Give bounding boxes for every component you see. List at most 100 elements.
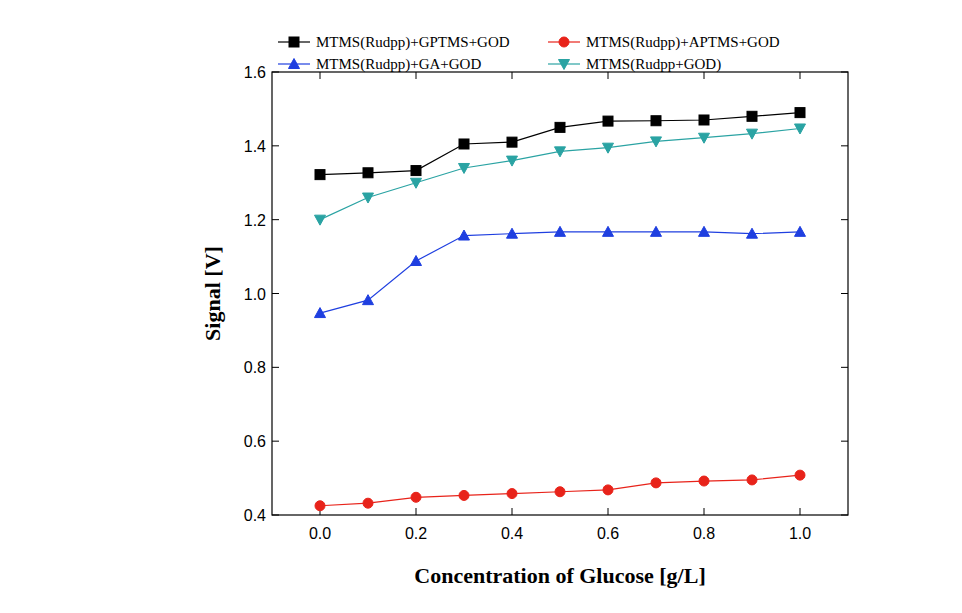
series-point	[795, 124, 806, 134]
x-tick-top	[608, 72, 609, 79]
series-line	[320, 113, 800, 175]
series-point	[699, 226, 710, 236]
series-point	[363, 193, 374, 203]
y-tick-label: 1.6	[244, 64, 266, 81]
y-tick	[272, 72, 279, 73]
x-tick	[608, 508, 609, 515]
chart: 0.4 0.6 0.8 1.0 1.2 1.4 1.6 0.0 0.2 0.4 0.6 0.8 1.0 C…	[0, 0, 962, 613]
x-tick-label: 0.0	[309, 525, 331, 542]
legend-label: MTMS(Rudpp)+GA+GOD	[316, 56, 481, 73]
series-point	[603, 143, 614, 153]
x-tick-label: 0.2	[405, 525, 427, 542]
y-tick-right	[841, 515, 848, 516]
y-tick-label: 1.0	[244, 286, 266, 303]
series-point	[555, 147, 566, 157]
series-line	[320, 128, 800, 219]
series-point	[363, 295, 374, 305]
x-tick	[416, 508, 417, 515]
series-point	[507, 156, 518, 166]
series-point	[555, 226, 566, 236]
series-point	[459, 230, 470, 240]
x-tick-top	[320, 72, 321, 79]
x-tick-label: 0.4	[501, 525, 523, 542]
y-tick-label: 0.8	[244, 359, 266, 376]
legend-marker	[559, 37, 569, 47]
x-tick	[704, 508, 705, 515]
y-tick-label: 1.4	[244, 138, 266, 155]
y-axis-label: Signal [V]	[200, 246, 225, 341]
series-point	[795, 470, 805, 480]
series-line	[320, 232, 800, 313]
series-point	[651, 137, 662, 147]
series-point	[651, 116, 661, 126]
plot-frame	[272, 72, 848, 515]
series-point	[507, 228, 518, 238]
series-point	[747, 129, 758, 139]
legend-marker	[289, 37, 299, 47]
series-point	[315, 170, 325, 180]
series-point	[459, 490, 469, 500]
y-tick-right	[841, 441, 848, 442]
y-tick-right	[841, 72, 848, 73]
plot-area	[315, 108, 806, 511]
x-tick	[512, 508, 513, 515]
series-point	[411, 178, 422, 188]
series-point	[411, 256, 422, 266]
series-point	[603, 226, 614, 236]
legend-label: MTMS(Rudpp)+APTMS+GOD	[586, 34, 780, 51]
series-point	[699, 133, 710, 143]
series-point	[795, 226, 806, 236]
series-point	[315, 215, 326, 225]
y-tick	[272, 145, 279, 146]
x-tick-top	[704, 72, 705, 79]
series-point	[603, 116, 613, 126]
series-point	[315, 308, 326, 318]
y-tick-right	[841, 145, 848, 146]
y-tick	[272, 441, 279, 442]
series-point	[411, 492, 421, 502]
legend-label: MTMS(Rudpp+GOD)	[586, 56, 721, 73]
x-tick-label: 0.6	[597, 525, 619, 542]
x-tick-label: 0.8	[693, 525, 715, 542]
legend-marker	[289, 59, 300, 69]
series-point	[315, 501, 325, 511]
series-point	[747, 228, 758, 238]
y-tick	[272, 293, 279, 294]
y-tick	[272, 515, 279, 516]
series-point	[651, 226, 662, 236]
series-point	[507, 137, 517, 147]
y-tick-right	[841, 367, 848, 368]
x-tick-top	[416, 72, 417, 79]
y-tick-label: 1.2	[244, 212, 266, 229]
series-point	[699, 476, 709, 486]
series-line	[320, 475, 800, 506]
x-tick-label: 1.0	[789, 525, 811, 542]
y-tick-label: 0.6	[244, 433, 266, 450]
y-tick-right	[841, 219, 848, 220]
series-point	[459, 139, 469, 149]
series-point	[363, 168, 373, 178]
legend-label: MTMS(Rudpp)+GPTMS+GOD	[316, 34, 510, 51]
y-tick	[272, 219, 279, 220]
x-tick-top	[800, 72, 801, 79]
series-point	[699, 115, 709, 125]
series-point	[363, 498, 373, 508]
series-point	[795, 108, 805, 118]
y-tick-right	[841, 293, 848, 294]
series-point	[555, 487, 565, 497]
y-tick-label: 0.4	[244, 507, 266, 524]
series-point	[459, 163, 470, 173]
x-tick-top	[512, 72, 513, 79]
legend: MTMS(Rudpp)+GPTMS+GOD MTMS(Rudpp)+APTMS+G…	[278, 34, 780, 73]
series-point	[603, 485, 613, 495]
y-tick	[272, 367, 279, 368]
series-point	[747, 111, 757, 121]
series-point	[747, 475, 757, 485]
legend-marker	[559, 60, 570, 70]
series-point	[651, 478, 661, 488]
series-point	[555, 122, 565, 132]
x-tick	[800, 508, 801, 515]
x-axis-label: Concentration of Glucose [g/L]	[414, 563, 705, 588]
series-point	[411, 166, 421, 176]
series-point	[507, 489, 517, 499]
